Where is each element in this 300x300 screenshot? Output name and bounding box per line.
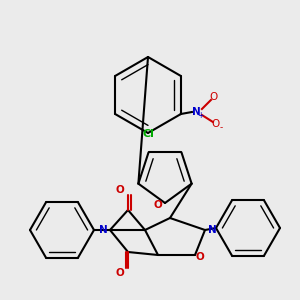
Text: O: O bbox=[212, 119, 220, 129]
Text: N: N bbox=[208, 225, 216, 235]
Text: N: N bbox=[191, 107, 200, 117]
Text: N: N bbox=[99, 225, 107, 235]
Text: -: - bbox=[219, 124, 223, 133]
Text: O: O bbox=[154, 200, 162, 210]
Text: +: + bbox=[197, 110, 203, 119]
Text: O: O bbox=[116, 185, 124, 195]
Text: O: O bbox=[196, 252, 204, 262]
Text: O: O bbox=[210, 92, 218, 102]
Text: O: O bbox=[116, 268, 124, 278]
Text: Cl: Cl bbox=[142, 129, 154, 139]
